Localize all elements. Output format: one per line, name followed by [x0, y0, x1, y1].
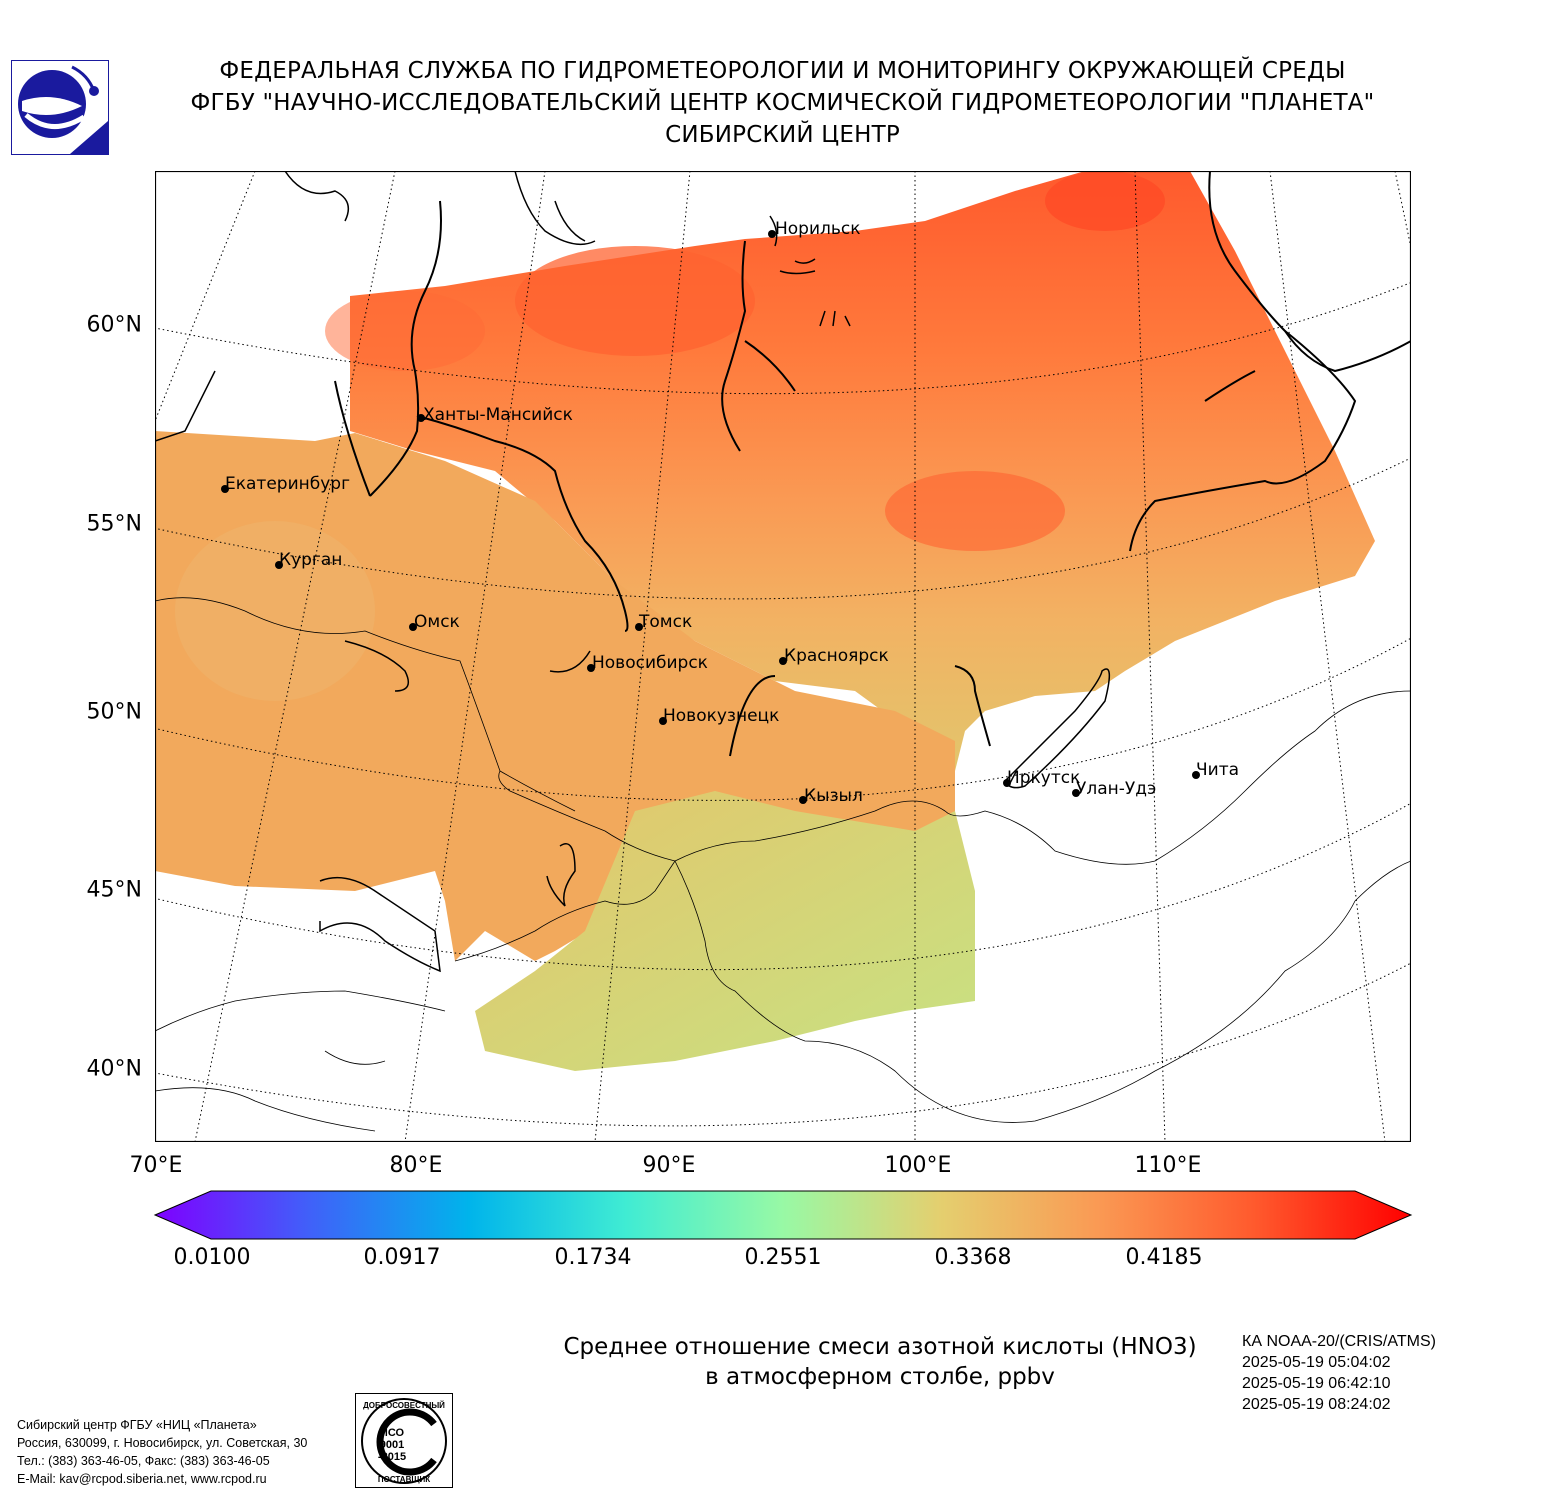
map-panel: Норильск Ханты-Мансийск Екатеринбург Кур… — [155, 171, 1411, 1142]
city-label-norilsk: Норильск — [775, 219, 861, 239]
map-frame — [155, 171, 1411, 1142]
city-dot-irkutsk — [1003, 779, 1011, 787]
colorbar-tick-3: 0.1734 — [554, 1245, 632, 1270]
footer-line-2: Россия, 630099, г. Новосибирск, ул. Сове… — [17, 1436, 308, 1450]
iso-stamp-bottom-text: ПОСТАВЩИК — [378, 1475, 430, 1484]
satellite-name: КА NOAA-20/(CRIS/ATMS) — [1242, 1333, 1436, 1350]
city-dot-khanty-mansiysk — [417, 414, 425, 422]
city-dot-omsk — [409, 623, 417, 631]
hotspot-northeast — [1045, 171, 1165, 231]
header-title-1: ФЕДЕРАЛЬНАЯ СЛУЖБА ПО ГИДРОМЕТЕОРОЛОГИИ … — [219, 58, 1346, 84]
satellite-time-2: 2025-05-19 06:42:10 — [1242, 1375, 1391, 1392]
city-label-novokuznetsk: Новокузнецк — [663, 706, 779, 726]
city-label-chita: Чита — [1196, 760, 1239, 780]
hotspot-east — [885, 471, 1065, 551]
city-dot-yekaterinburg — [221, 485, 229, 493]
header-title-2: ФГБУ "НАУЧНО-ИССЛЕДОВАТЕЛЬСКИЙ ЦЕНТР КОС… — [190, 90, 1375, 116]
city-label-krasnoyarsk: Красноярск — [784, 646, 889, 666]
roshydromet-logo-icon — [11, 60, 109, 155]
country-borders — [155, 597, 1411, 1132]
lighter-west — [175, 521, 375, 701]
colorbar-tick-2: 0.0917 — [363, 1245, 441, 1270]
iso-stamp-line-1: ИСО — [380, 1427, 405, 1439]
city-label-omsk: Омск — [414, 612, 460, 632]
city-label-kyzyl: Кызыл — [804, 786, 863, 806]
city-dot-kyzyl — [799, 796, 807, 804]
iso-stamp-top-text: ДОБРОСОВЕСТНЫЙ — [363, 1401, 445, 1410]
footer-line-3: Тел.: (383) 363-46-05, Факс: (383) 363-4… — [17, 1454, 270, 1468]
city-markers: Норильск Ханты-Мансийск Екатеринбург Кур… — [221, 219, 1239, 806]
hotspot-north — [515, 246, 755, 356]
rivers — [334, 171, 1411, 757]
city-dot-ulan-ude — [1072, 789, 1080, 797]
city-dot-novosibirsk — [587, 664, 595, 672]
lon-label-110: 110°E — [1134, 1153, 1202, 1178]
lon-label-80: 80°E — [389, 1153, 443, 1178]
footer-line-4: E-Mail: kav@rcpod.siberia.net, www.rcpod… — [17, 1472, 267, 1486]
coastlines — [155, 171, 1111, 973]
colorbar-tick-4: 0.2551 — [744, 1245, 822, 1270]
city-label-novosibirsk: Новосибирск — [592, 653, 708, 673]
city-dot-kurgan — [275, 561, 283, 569]
iso-9001-stamp: ДОБРОСОВЕСТНЫЙ ИСО 9001 -2015 ПОСТАВЩИК — [355, 1393, 453, 1488]
city-dot-norilsk — [768, 230, 776, 238]
lat-label-45: 45°N — [86, 877, 142, 903]
city-label-irkutsk: Иркутск — [1007, 768, 1080, 788]
graticule — [155, 171, 1411, 1142]
city-label-ulan-ude: Улан-Удэ — [1076, 779, 1156, 799]
lat-label-50: 50°N — [86, 699, 142, 725]
city-dot-novokuznetsk — [659, 717, 667, 725]
lat-label-55: 55°N — [86, 511, 142, 537]
lat-label-40: 40°N — [86, 1056, 142, 1082]
colorbar-tick-5: 0.3368 — [934, 1245, 1012, 1270]
satellite-time-1: 2025-05-19 05:04:02 — [1242, 1354, 1391, 1371]
lon-label-90: 90°E — [642, 1153, 696, 1178]
city-label-khanty-mansiysk: Ханты-Мансийск — [423, 405, 573, 425]
colorbar — [153, 1190, 1413, 1242]
city-label-yekaterinburg: Екатеринбург — [225, 474, 350, 494]
city-dot-krasnoyarsk — [779, 657, 787, 665]
lat-label-60: 60°N — [86, 312, 142, 338]
iso-stamp-line-2: 9001 — [380, 1439, 404, 1451]
lon-label-70: 70°E — [129, 1153, 183, 1178]
hno3-swath-south — [475, 791, 975, 1071]
colorbar-tick-1: 0.0100 — [173, 1245, 251, 1270]
hotspot-northwest — [325, 291, 485, 371]
footer-line-1: Сибирский центр ФГБУ «НИЦ «Планета» — [17, 1418, 257, 1432]
colorbar-tick-6: 0.4185 — [1125, 1245, 1203, 1270]
satellite-time-3: 2025-05-19 08:24:02 — [1242, 1396, 1391, 1413]
city-dot-chita — [1192, 771, 1200, 779]
caption-line-2: в атмосферном столбе, ppbv — [705, 1364, 1055, 1390]
city-label-tomsk: Томск — [638, 612, 692, 632]
lon-label-100: 100°E — [884, 1153, 952, 1178]
header-title-3: СИБИРСКИЙ ЦЕНТР — [665, 122, 900, 148]
caption-line-1: Среднее отношение смеси азотной кислоты … — [563, 1334, 1197, 1360]
iso-stamp-line-3: -2015 — [378, 1451, 406, 1463]
city-label-kurgan: Курган — [279, 550, 342, 570]
city-dot-tomsk — [635, 623, 643, 631]
